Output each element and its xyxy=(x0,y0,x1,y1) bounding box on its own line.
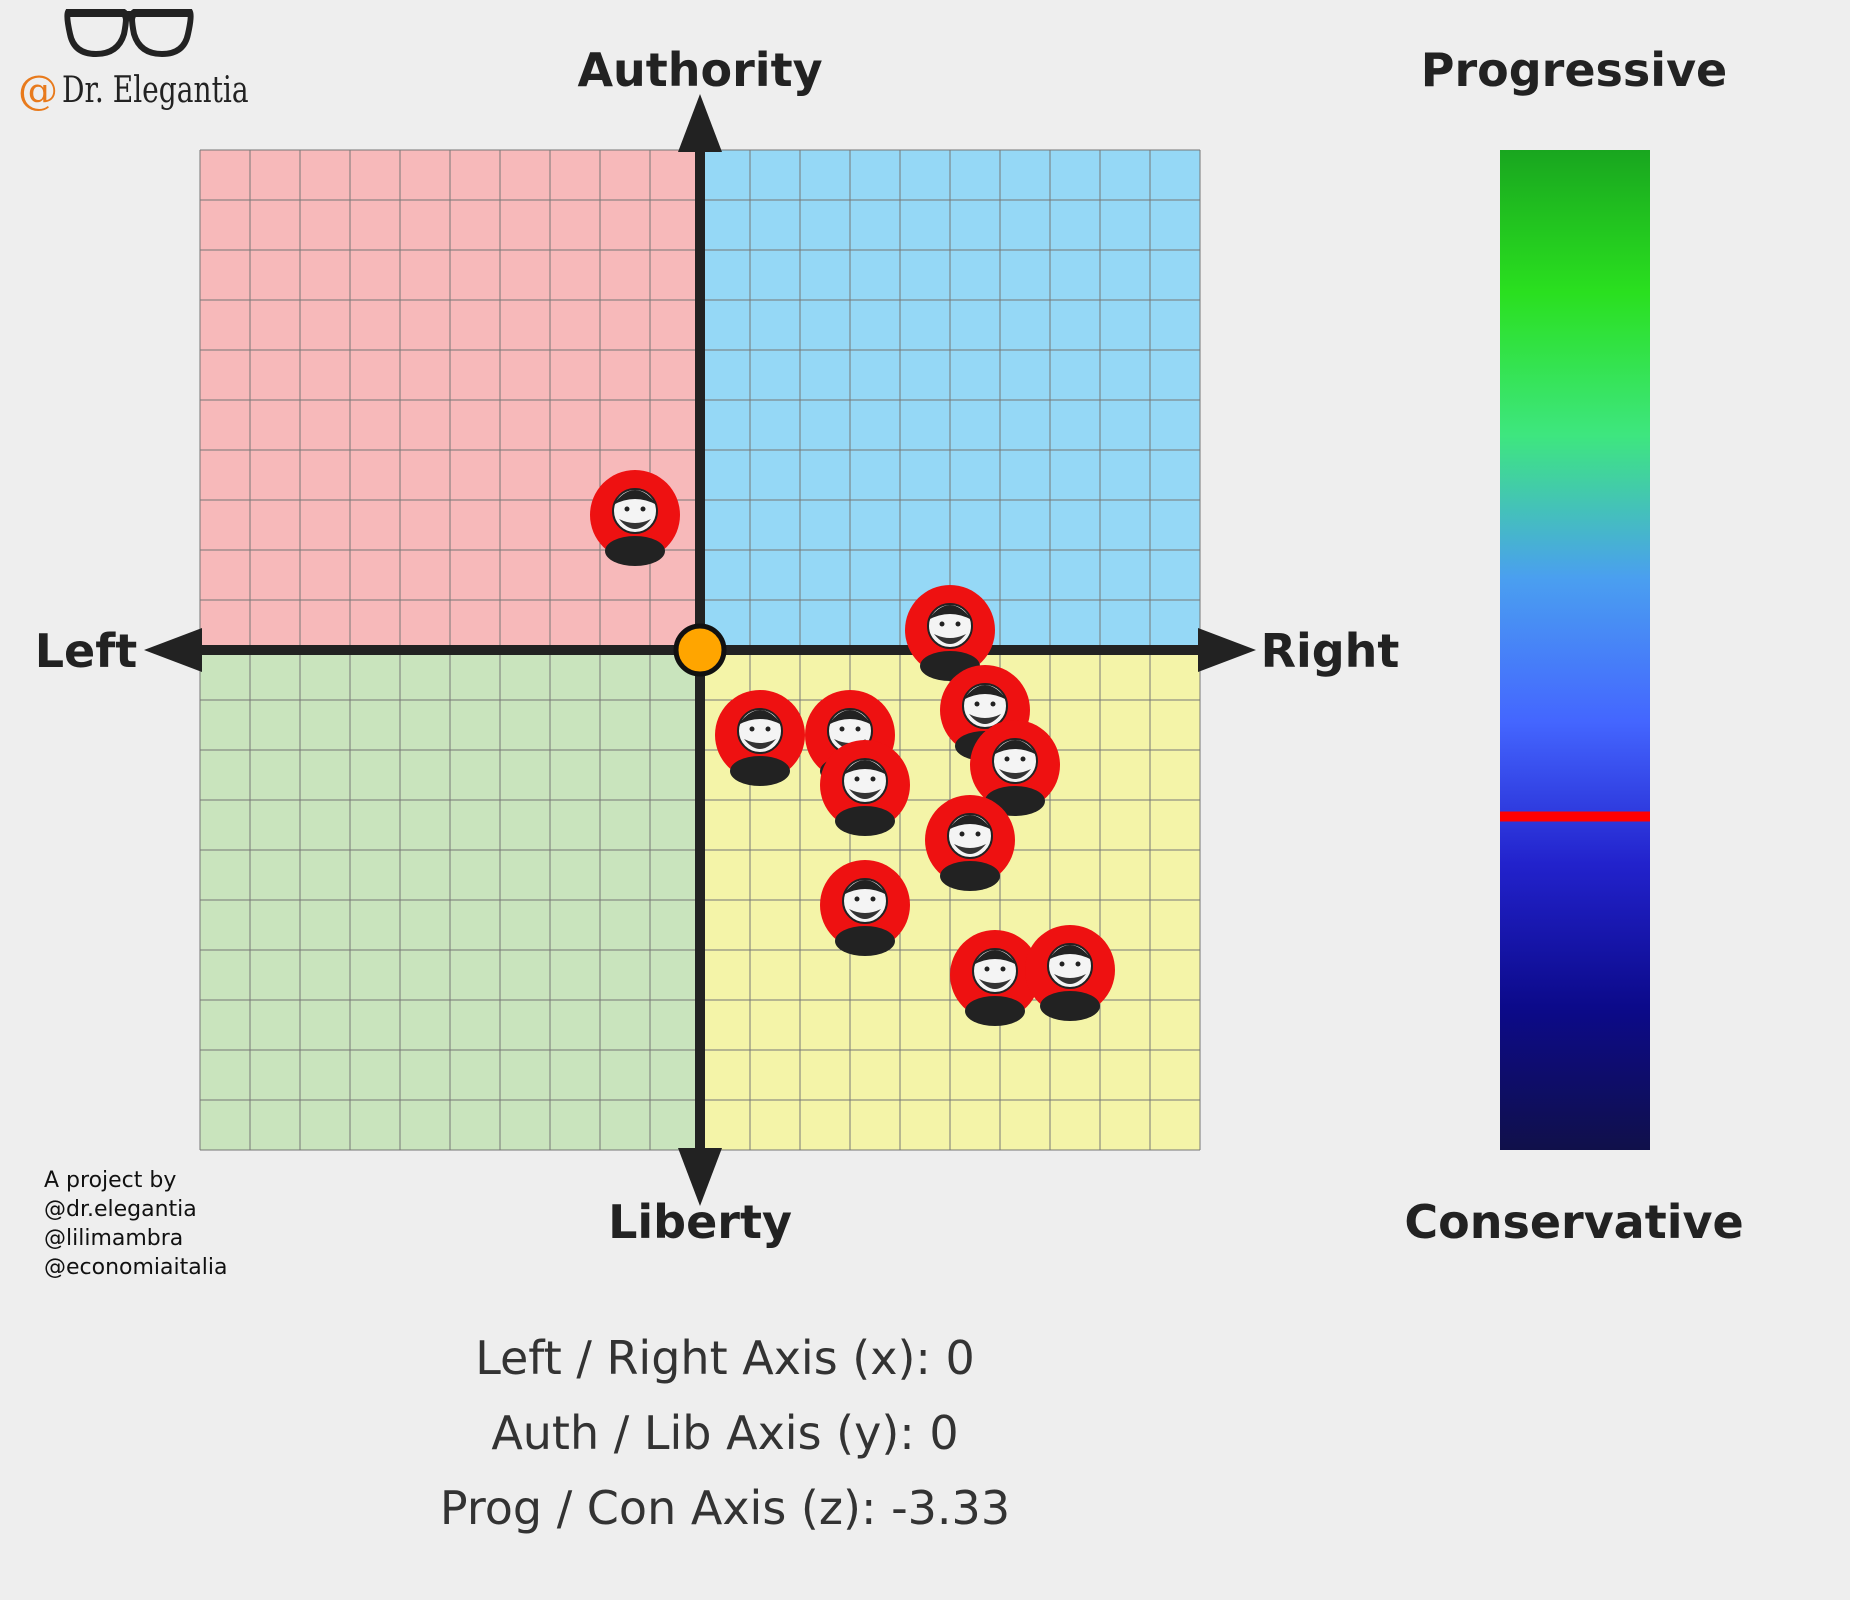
avatar-eye xyxy=(984,966,990,972)
avatar-eye xyxy=(1059,961,1065,967)
avatar-eye xyxy=(939,621,945,627)
credit-line: @lilimambra xyxy=(44,1226,184,1251)
avatar-hair xyxy=(738,710,782,725)
avatar-beard xyxy=(849,789,881,799)
avatar-eye xyxy=(990,701,996,707)
axis-label-top: Authority xyxy=(577,43,822,97)
bald-man-with-glasses-avatar xyxy=(820,860,910,956)
avatar-hair xyxy=(963,685,1007,700)
avatar-eye xyxy=(765,726,771,732)
avatar-beard xyxy=(849,909,881,919)
avatar-eye xyxy=(1075,961,1081,967)
avatar-hair xyxy=(948,815,992,830)
avatar-shoulders xyxy=(835,806,895,836)
bearded-man-avatar xyxy=(590,470,680,566)
avatar-beard xyxy=(934,634,966,644)
avatar-eye xyxy=(870,776,876,782)
avatar-beard xyxy=(744,739,776,749)
axis-label-bottom: Liberty xyxy=(608,1195,792,1249)
avatar-hair xyxy=(843,880,887,895)
axis-label-left: Left xyxy=(35,624,138,678)
avatar-shoulders xyxy=(605,536,665,566)
avatar-beard xyxy=(969,714,1001,724)
avatar-eye xyxy=(854,896,860,902)
avatar-beard xyxy=(954,844,986,854)
glasses-icon xyxy=(64,9,194,58)
avatar-hair xyxy=(1048,945,1092,960)
avatar-eye xyxy=(870,896,876,902)
avatar-hair xyxy=(973,950,1017,965)
logo-name: Dr. Elegantia xyxy=(62,70,249,111)
gauge-gradient-bar xyxy=(1500,150,1650,1150)
avatar-hair xyxy=(843,760,887,775)
avatar-beard xyxy=(979,979,1011,989)
stat-x-line: Left / Right Axis (x): 0 xyxy=(475,1331,975,1385)
avatar-shoulders xyxy=(835,926,895,956)
avatar-eye xyxy=(749,726,755,732)
axis-label-right: Right xyxy=(1261,624,1400,678)
gauge-label-bottom: Conservative xyxy=(1404,1195,1743,1249)
avatar-beard xyxy=(619,519,651,529)
woman-avatar xyxy=(820,740,910,836)
avatar-hair xyxy=(613,490,657,505)
avatar-hair xyxy=(928,605,972,620)
avatar-eye xyxy=(974,701,980,707)
man-in-suit-avatar xyxy=(905,585,995,681)
arrow-right-icon xyxy=(1198,628,1256,672)
avatar-eye xyxy=(955,621,961,627)
man-with-glasses-avatar xyxy=(715,690,805,786)
bearded-man-with-glasses-avatar xyxy=(1025,925,1115,1021)
credit-line: @economiaitalia xyxy=(44,1255,228,1280)
avatar-beard xyxy=(1054,974,1086,984)
brand-logo: @ Dr. Elegantia xyxy=(18,4,249,124)
user-point-layer xyxy=(673,623,727,677)
avatar-eye xyxy=(1020,756,1026,762)
avatar-eye xyxy=(975,831,981,837)
avatar-shoulders xyxy=(965,996,1025,1026)
avatar-eye xyxy=(839,726,845,732)
arrow-left-icon xyxy=(144,628,202,672)
credits-block: A project by @dr.elegantia @lilimambra @… xyxy=(44,1166,227,1282)
avatar-beard xyxy=(999,769,1031,779)
avatar-eye xyxy=(1000,966,1006,972)
credit-line: @dr.elegantia xyxy=(44,1197,197,1222)
gauge-label-top: Progressive xyxy=(1421,43,1728,97)
avatar-eye xyxy=(624,506,630,512)
bearded-man-avatar xyxy=(950,930,1040,1026)
avatar-shoulders xyxy=(940,861,1000,891)
avatar-shoulders xyxy=(1040,991,1100,1021)
user-position-marker xyxy=(673,623,727,677)
arrow-up-icon xyxy=(678,94,722,152)
stat-z-line: Prog / Con Axis (z): -3.33 xyxy=(440,1481,1010,1535)
avatar-eye xyxy=(959,831,965,837)
avatar-hair xyxy=(828,710,872,725)
avatar-points xyxy=(590,470,1115,1026)
logo-at-symbol: @ xyxy=(18,68,58,114)
avatar-shoulders xyxy=(730,756,790,786)
avatar-eye xyxy=(854,776,860,782)
avatar-hair xyxy=(993,740,1037,755)
arrow-down-icon xyxy=(678,1148,722,1206)
credit-line: A project by xyxy=(44,1168,177,1193)
stat-y-line: Auth / Lib Axis (y): 0 xyxy=(491,1406,958,1460)
avatar-eye xyxy=(1004,756,1010,762)
avatar-eye xyxy=(855,726,861,732)
prog-con-gauge xyxy=(1500,150,1650,1150)
gauge-value-marker xyxy=(1500,811,1650,822)
man-with-cap-avatar xyxy=(925,795,1015,891)
avatar-eye xyxy=(640,506,646,512)
